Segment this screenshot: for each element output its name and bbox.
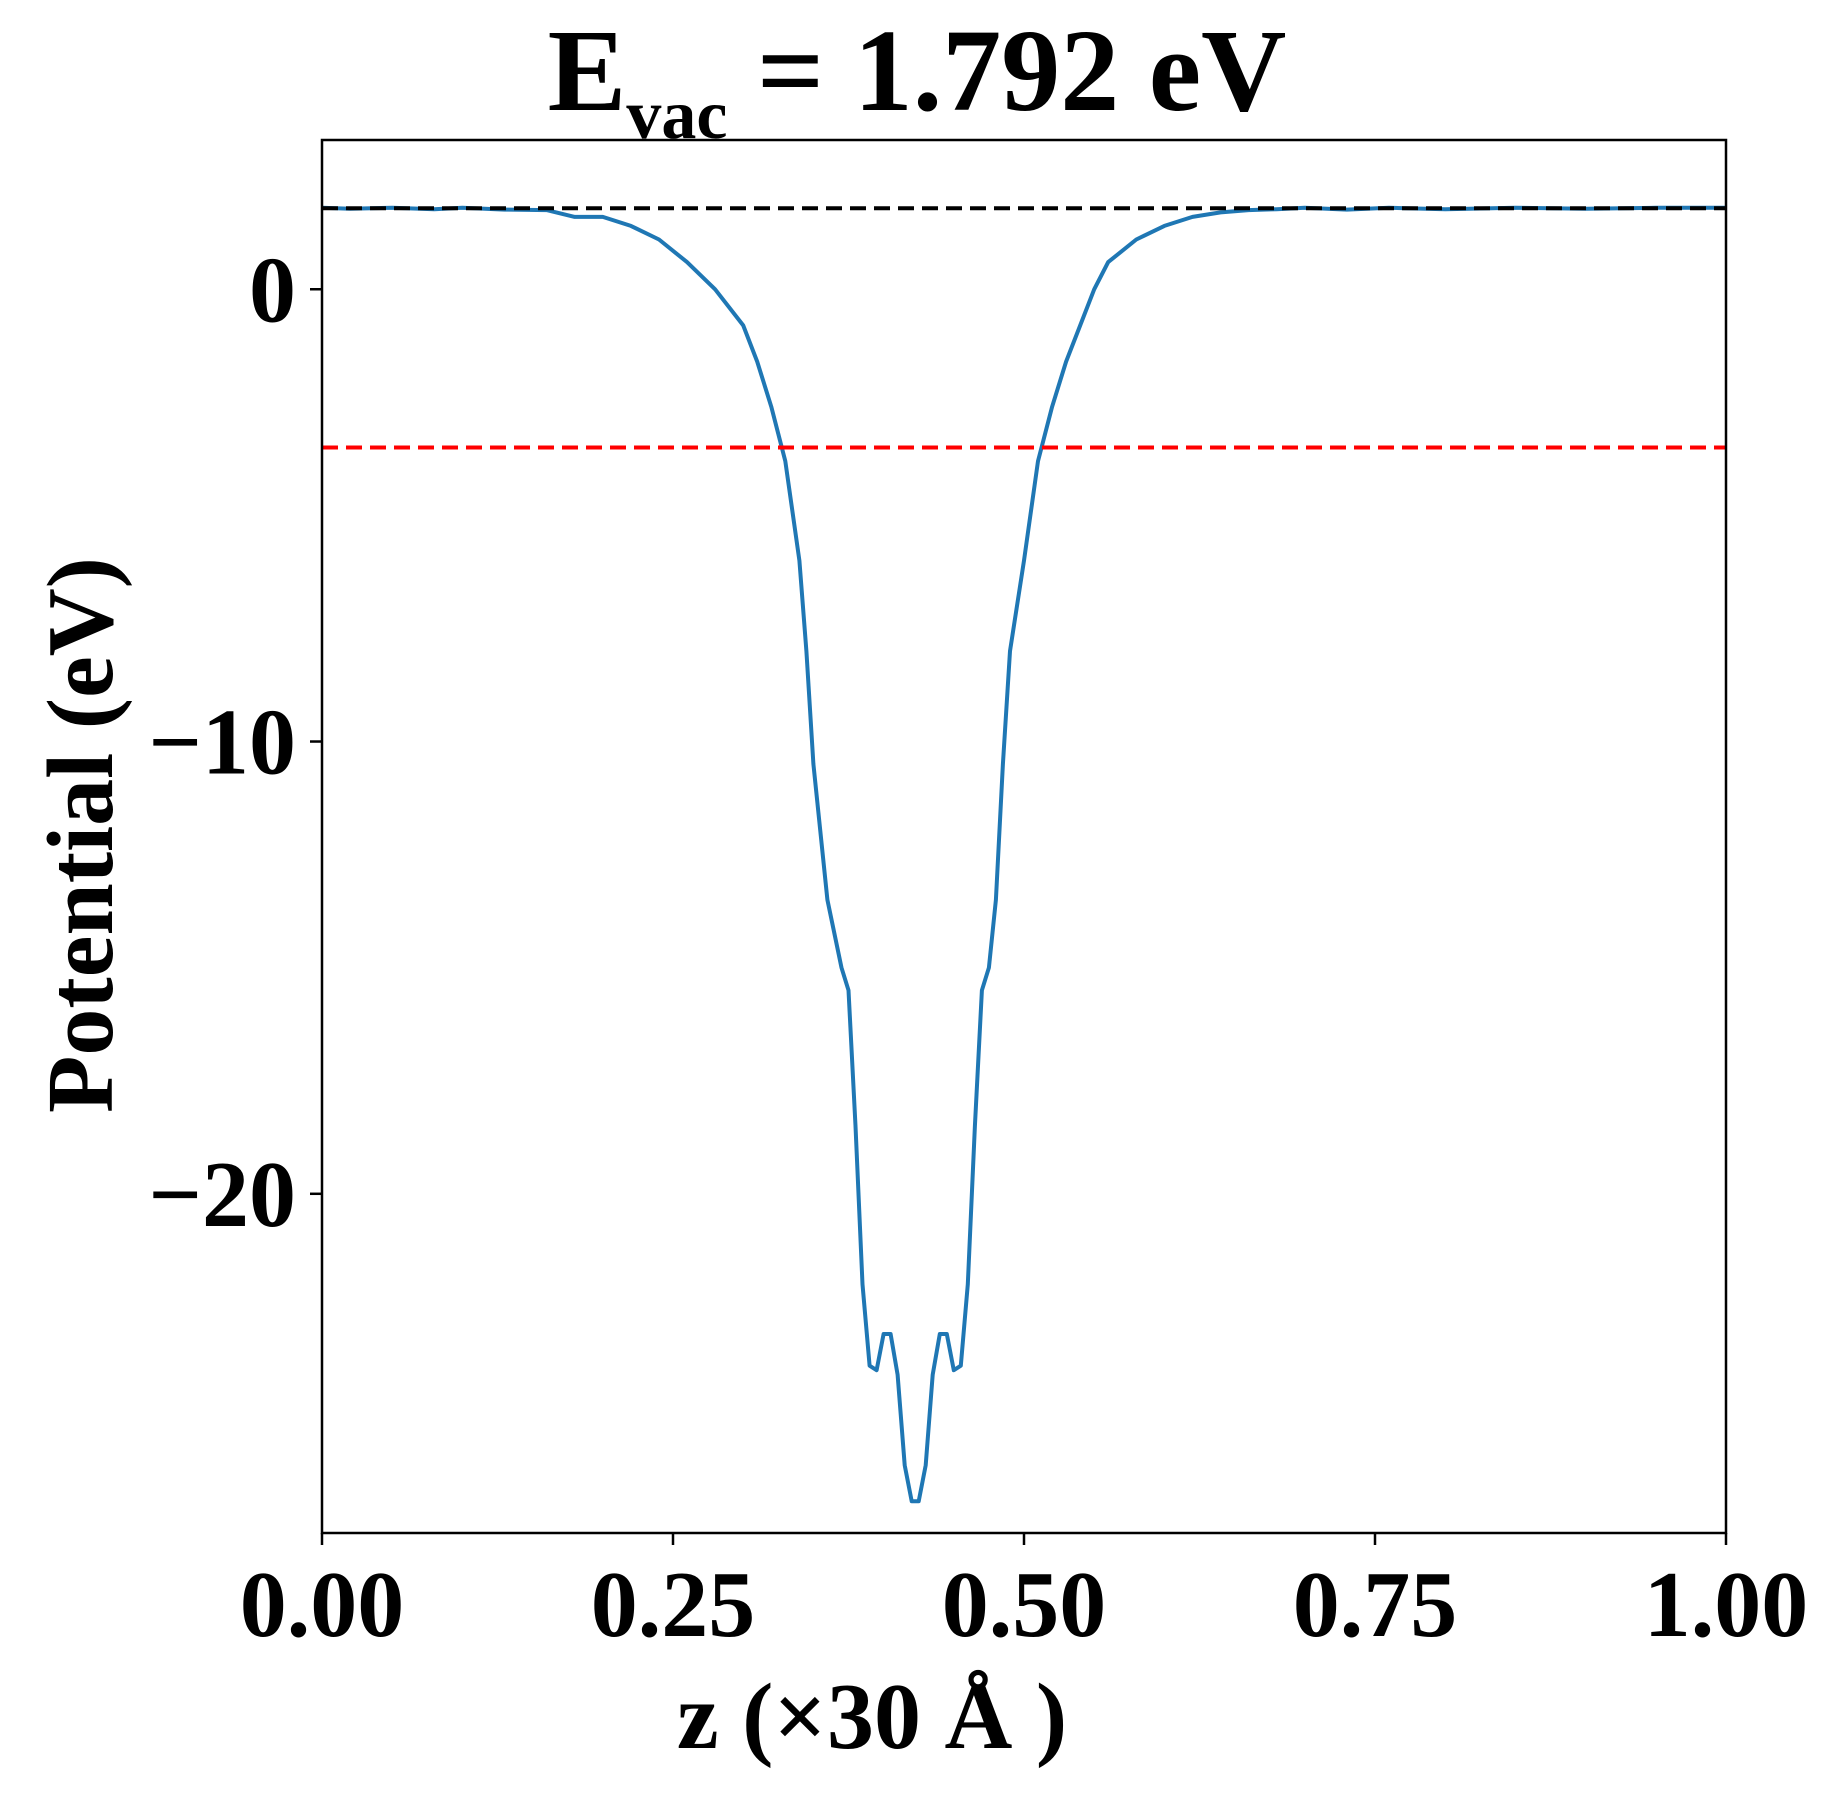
x-tick-label: 0.25	[591, 1553, 756, 1657]
plot-frame	[320, 138, 1728, 1535]
y-tick-label: −10	[148, 691, 296, 795]
y-tick-label: −20	[148, 1143, 296, 1247]
chart-title: Evac = 1.792 eV	[548, 5, 1287, 154]
chart-title-rest: = 1.792 eV	[727, 5, 1286, 136]
chart-title-subscript: vac	[626, 77, 727, 154]
x-tick-label: 0.00	[240, 1553, 405, 1657]
x-tick-label: 0.75	[1293, 1553, 1458, 1657]
x-axis-label: z (×30 Å )	[677, 1665, 1067, 1769]
x-tick-label: 0.50	[942, 1553, 1107, 1657]
x-tick-label: 1.00	[1644, 1553, 1809, 1657]
y-axis-label: Potential (eV)	[29, 557, 133, 1113]
series-line-0	[321, 205, 1726, 1504]
chart-title-main: E	[548, 5, 627, 136]
y-tick-label: 0	[249, 238, 296, 342]
